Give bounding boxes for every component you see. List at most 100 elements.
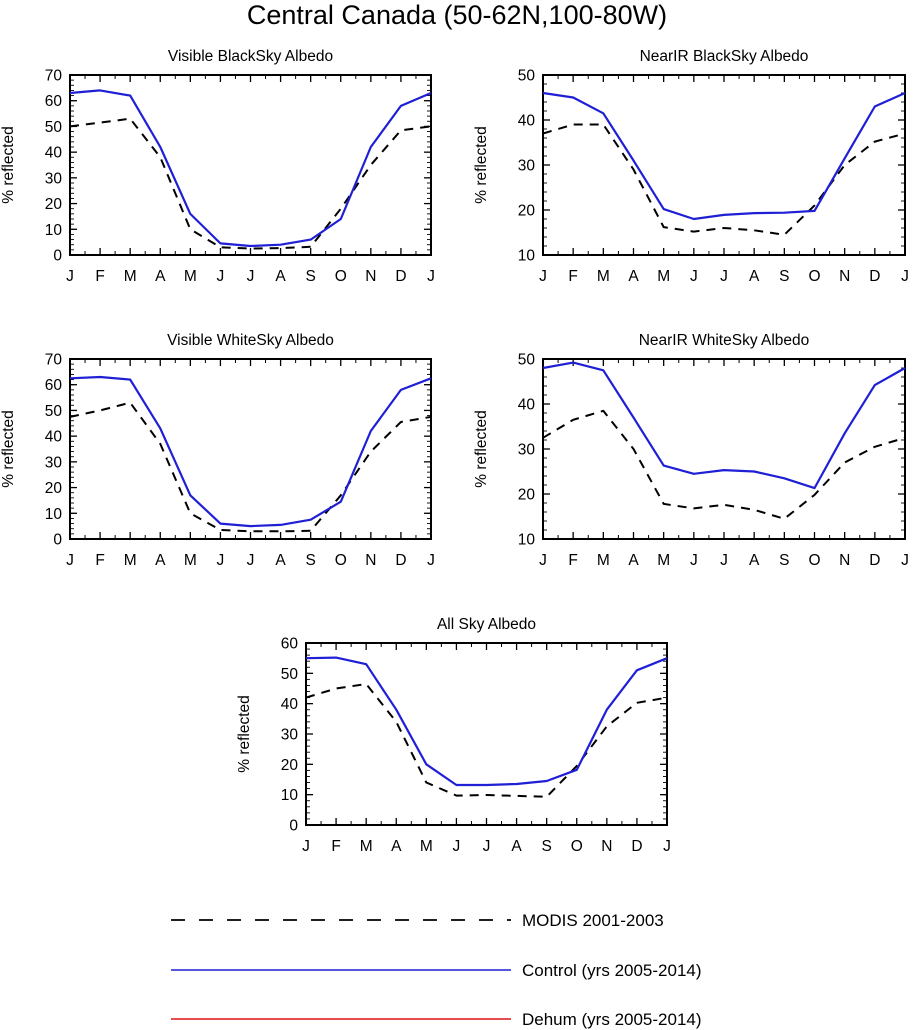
x-tick-label: D bbox=[631, 838, 642, 855]
legend-label: Dehum (yrs 2005-2014) bbox=[522, 1010, 702, 1029]
y-tick-label: 20 bbox=[518, 203, 536, 220]
x-tick-label: A bbox=[275, 552, 286, 569]
x-tick-label: F bbox=[95, 268, 104, 285]
x-tick-label: M bbox=[657, 268, 670, 285]
y-tick-label: 10 bbox=[518, 248, 536, 265]
x-tick-label: S bbox=[779, 552, 789, 569]
series-line-control bbox=[69, 89, 432, 248]
y-axis-label: % reflected bbox=[0, 126, 17, 204]
y-axis-label: % reflected bbox=[236, 695, 253, 773]
y-tick-label: 60 bbox=[45, 377, 63, 394]
y-tick-label: 30 bbox=[518, 442, 536, 459]
y-tick-label: 40 bbox=[45, 145, 63, 162]
chart-title: NearIR BlackSky Albedo bbox=[640, 48, 809, 65]
y-tick-label: 30 bbox=[45, 170, 63, 187]
x-tick-label: D bbox=[395, 268, 406, 285]
y-tick-label: 50 bbox=[518, 352, 536, 369]
x-tick-label: D bbox=[869, 268, 880, 285]
x-tick-label: J bbox=[302, 838, 310, 855]
chart-title: Visible WhiteSky Albedo bbox=[167, 332, 334, 349]
x-tick-label: F bbox=[568, 552, 577, 569]
series-line-control bbox=[542, 361, 906, 490]
series-line-control bbox=[305, 656, 668, 787]
y-tick-label: 0 bbox=[53, 248, 62, 265]
x-tick-label: J bbox=[901, 268, 909, 285]
series-line-control bbox=[542, 91, 906, 221]
plot-frame bbox=[305, 642, 668, 826]
x-tick-label: M bbox=[657, 552, 670, 569]
x-tick-label: A bbox=[628, 268, 639, 285]
x-tick-label: M bbox=[184, 268, 197, 285]
y-tick-label: 0 bbox=[289, 818, 298, 835]
x-tick-label: A bbox=[391, 838, 402, 855]
series-line-control bbox=[69, 375, 432, 528]
x-tick-label: M bbox=[360, 838, 373, 855]
y-tick-label: 20 bbox=[45, 480, 63, 497]
x-tick-label: N bbox=[839, 552, 850, 569]
x-tick-label: O bbox=[571, 838, 583, 855]
x-tick-label: J bbox=[539, 268, 547, 285]
plot-frame bbox=[542, 358, 906, 540]
x-tick-label: M bbox=[597, 552, 610, 569]
x-tick-label: M bbox=[184, 552, 197, 569]
legend: MODIS 2001-2003 Control (yrs 2005-2014) De… bbox=[171, 911, 702, 1029]
x-tick-label: J bbox=[483, 838, 491, 855]
x-tick-label: J bbox=[720, 268, 728, 285]
x-tick-label: J bbox=[690, 268, 698, 285]
x-tick-label: J bbox=[247, 268, 255, 285]
series-line-modis bbox=[305, 683, 668, 798]
legend-label: Control (yrs 2005-2014) bbox=[522, 961, 702, 980]
y-axis-label: % reflected bbox=[0, 410, 17, 488]
y-tick-label: 50 bbox=[45, 119, 63, 136]
x-tick-label: N bbox=[365, 552, 376, 569]
plot-frame bbox=[69, 74, 432, 256]
x-tick-label: A bbox=[511, 838, 522, 855]
y-tick-label: 20 bbox=[45, 196, 63, 213]
y-tick-label: 70 bbox=[45, 352, 63, 369]
x-tick-label: J bbox=[217, 552, 225, 569]
x-tick-label: A bbox=[749, 552, 760, 569]
y-tick-label: 40 bbox=[518, 397, 536, 414]
y-tick-label: 10 bbox=[518, 532, 536, 549]
x-tick-label: M bbox=[420, 838, 433, 855]
y-tick-label: 60 bbox=[45, 93, 63, 110]
y-tick-label: 60 bbox=[281, 636, 299, 653]
x-tick-label: A bbox=[749, 268, 760, 285]
x-tick-label: A bbox=[628, 552, 639, 569]
x-tick-label: J bbox=[217, 268, 225, 285]
y-tick-label: 20 bbox=[281, 757, 299, 774]
y-tick-label: 10 bbox=[281, 787, 299, 804]
y-tick-label: 70 bbox=[45, 68, 63, 85]
plot-frame bbox=[69, 358, 432, 540]
y-axis-label: % reflected bbox=[473, 126, 490, 204]
x-tick-label: M bbox=[124, 268, 137, 285]
series-line-modis bbox=[542, 409, 906, 520]
chart-title: Visible BlackSky Albedo bbox=[168, 48, 333, 65]
x-tick-label: J bbox=[247, 552, 255, 569]
x-tick-label: O bbox=[808, 268, 820, 285]
y-tick-label: 40 bbox=[281, 696, 299, 713]
y-tick-label: 10 bbox=[45, 506, 63, 523]
y-tick-label: 10 bbox=[45, 222, 63, 239]
x-tick-label: M bbox=[597, 268, 610, 285]
x-tick-label: N bbox=[365, 268, 376, 285]
chart-title: NearIR WhiteSky Albedo bbox=[639, 332, 810, 349]
x-tick-label: A bbox=[155, 268, 166, 285]
x-tick-label: N bbox=[601, 838, 612, 855]
x-tick-label: J bbox=[427, 268, 435, 285]
y-tick-label: 30 bbox=[45, 454, 63, 471]
x-tick-label: S bbox=[779, 268, 789, 285]
series-line-modis bbox=[542, 123, 906, 236]
x-tick-label: J bbox=[427, 552, 435, 569]
x-tick-label: M bbox=[124, 552, 137, 569]
x-tick-label: J bbox=[66, 268, 74, 285]
x-tick-label: N bbox=[839, 268, 850, 285]
y-tick-label: 20 bbox=[518, 487, 536, 504]
x-tick-label: D bbox=[395, 552, 406, 569]
